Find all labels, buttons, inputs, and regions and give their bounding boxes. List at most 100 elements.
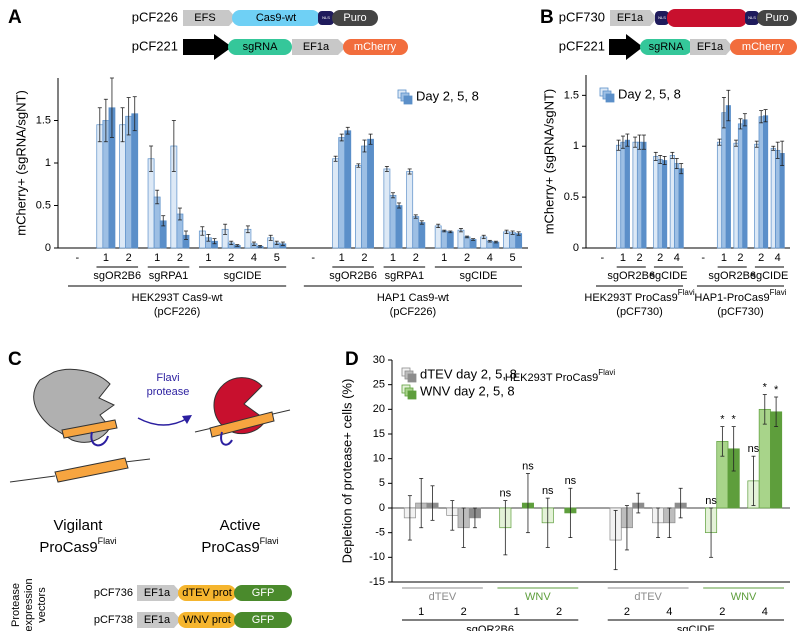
error-bar	[780, 140, 785, 166]
bar	[669, 155, 675, 249]
x-tick-label: 2	[126, 252, 132, 264]
linker	[90, 431, 109, 447]
x-tick-label: -	[76, 252, 80, 264]
x-tick-label: 2	[758, 252, 764, 264]
x-tick-label: 1	[103, 252, 109, 264]
panel-label: B	[540, 7, 554, 28]
group-label: sgCIDE	[650, 270, 688, 282]
error-bar	[177, 207, 182, 221]
part-label: mCherry	[354, 41, 397, 53]
bar	[515, 233, 523, 249]
group-label: sgCIDE	[224, 270, 262, 282]
value-label: *	[732, 414, 737, 426]
promoter	[690, 39, 733, 55]
group-label: sgCIDE	[459, 270, 497, 282]
value-label: ns	[542, 485, 554, 497]
error-bar	[751, 455, 756, 506]
bar	[632, 141, 638, 249]
part-label: WNV prot	[183, 614, 231, 626]
error-bar	[625, 133, 630, 147]
diagram: Flavi protease Vigilant ProCas9Flavi Act…	[10, 368, 292, 631]
error-bar	[442, 229, 447, 233]
error-bar	[674, 158, 679, 170]
error-bar	[662, 156, 667, 165]
construct: pCF730 EF1a NLS NLS Puro	[559, 9, 797, 27]
bar	[153, 196, 161, 249]
error-bar	[384, 165, 389, 172]
error-bar	[658, 154, 663, 164]
part-label: EF1a	[144, 614, 171, 626]
x-tick-label: 2	[636, 252, 642, 264]
error-bar	[200, 226, 205, 236]
y-tick-label: -15	[369, 576, 385, 588]
error-bar	[339, 133, 344, 142]
arrow	[137, 417, 189, 426]
error-bar	[120, 107, 125, 143]
error-bar	[268, 234, 273, 241]
y-axis-label: Depletion of protease+ cells (%)	[339, 379, 354, 564]
error-bar	[481, 234, 486, 240]
bar	[725, 105, 731, 249]
arrow-head	[182, 415, 192, 424]
vector-name: pCF736	[94, 587, 133, 599]
error-bar	[126, 97, 131, 136]
bar	[96, 124, 104, 249]
construct-name: pCF221	[132, 38, 178, 53]
x-tick-label: -	[701, 252, 705, 264]
part-label: GFP	[252, 587, 275, 599]
state-name-text: ProCas9	[39, 539, 97, 556]
x-tick-label: 5	[274, 252, 280, 264]
promoter	[137, 585, 181, 601]
value-label: ns	[748, 443, 760, 455]
group-label: dTEV	[634, 591, 662, 603]
bar	[758, 116, 764, 249]
bar	[361, 145, 368, 249]
part-label: Puro	[343, 12, 366, 24]
block-note: (pCF226)	[390, 306, 436, 318]
block-label: sgOR2B6	[466, 624, 514, 631]
group-label: sgOR2B6	[607, 270, 655, 282]
y-tick-label: 20	[373, 403, 385, 415]
bar	[721, 112, 727, 249]
error-bar	[667, 507, 672, 538]
part-label: Puro	[765, 12, 788, 24]
error-bar	[510, 230, 515, 235]
error-bar	[436, 223, 441, 229]
block-note: (pCF730)	[717, 306, 763, 318]
promoter	[183, 34, 232, 60]
error-bar	[407, 495, 412, 541]
legend-label: WNV day 2, 5, 8	[420, 383, 515, 398]
construct: pCF226 EFS Cas9-wt NLS Puro	[132, 9, 378, 26]
group-label: sgOR2B6	[329, 270, 377, 282]
bar	[716, 141, 723, 249]
y-tick-label: 1.5	[564, 89, 579, 101]
part-label: EF1a	[144, 587, 171, 599]
bar	[763, 115, 769, 249]
legend-swatch	[407, 390, 417, 400]
block-label: sgCIDE	[677, 624, 715, 631]
block-label: HAP1-ProCas9Flavi	[694, 288, 786, 304]
vectors-label: vectors	[36, 587, 48, 623]
y-tick-label: 25	[373, 379, 385, 391]
group-label: sgRPA1	[149, 270, 189, 282]
construct-name: pCF226	[132, 9, 178, 24]
target	[54, 457, 129, 483]
block-label-text: HEK293T ProCas9	[584, 292, 677, 304]
value-label: *	[720, 414, 725, 426]
error-bar	[774, 396, 779, 428]
block-label-text: sgCIDE	[677, 624, 715, 631]
error-bar	[678, 487, 683, 519]
legend-swatch	[605, 93, 615, 103]
error-bar	[448, 230, 453, 234]
bar	[367, 138, 374, 249]
gene	[234, 585, 292, 601]
y-tick-label: 0	[573, 242, 579, 254]
gene	[178, 585, 236, 601]
error-bar	[679, 163, 684, 175]
block-label-text: HAP1-ProCas9	[694, 292, 769, 304]
dna	[124, 458, 151, 463]
bar	[615, 144, 622, 249]
error-bar	[759, 110, 764, 124]
bar	[620, 141, 626, 249]
